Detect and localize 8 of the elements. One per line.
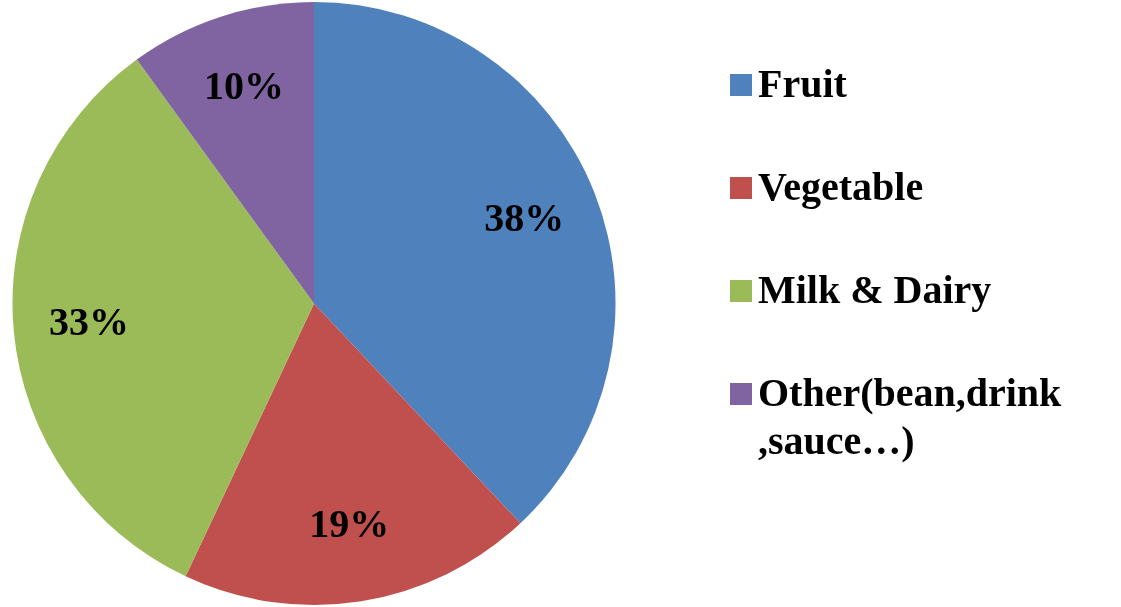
- legend-label: Vegetable: [758, 163, 924, 211]
- legend-label: Milk & Dairy: [758, 266, 992, 314]
- data-label: 38%: [484, 194, 565, 240]
- data-label: 19%: [309, 501, 390, 547]
- legend-label: Fruit: [758, 60, 847, 108]
- legend-label: Other(bean,drink ,sauce…): [758, 369, 1063, 465]
- data-label: 33%: [48, 299, 129, 345]
- data-label: 10%: [204, 62, 285, 108]
